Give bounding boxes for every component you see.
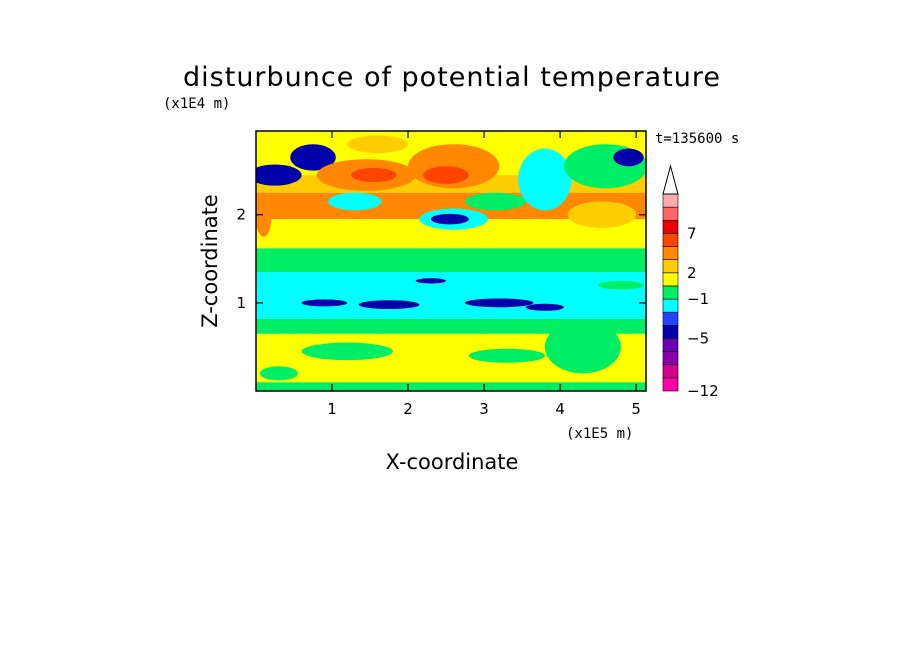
contour-cell [351, 168, 397, 183]
x-tick-label: 4 [555, 400, 565, 418]
contour-cell [468, 348, 545, 363]
contour-cell [430, 213, 469, 225]
contour-cell [465, 298, 534, 308]
contour-cell [415, 278, 447, 284]
time-label: t=135600 s [655, 131, 739, 147]
colorbar: 7 2 −1 −5 −12 [662, 164, 719, 400]
colorbar-swatch [662, 233, 679, 247]
colorbar-swatch [662, 285, 679, 300]
colorbar-swatch [662, 351, 679, 366]
contour-cell [544, 320, 621, 374]
x-axis-label: X-coordinate [386, 450, 519, 474]
y-scale-label: (x1E4 m) [163, 96, 230, 112]
contour-cell [423, 166, 469, 184]
contour-cell [256, 201, 272, 237]
contour-band [256, 382, 646, 391]
colorbar-swatch [662, 193, 679, 208]
colorbar-tick-label: −1 [687, 290, 709, 308]
x-tick-label: 5 [631, 400, 641, 418]
colorbar-swatch [662, 325, 679, 339]
contour-cell [256, 164, 302, 186]
colorbar-swatch [662, 219, 679, 234]
colorbar-swatch [662, 298, 679, 313]
y-tick-label: 2 [236, 206, 246, 224]
contour-cell [301, 299, 348, 307]
contour-cell [465, 192, 526, 211]
colorbar-swatch [662, 259, 679, 274]
colorbar-swatch [662, 377, 679, 392]
colorbar-extend-arrow [662, 164, 679, 195]
colorbar-swatch [662, 364, 679, 379]
contour-cell [259, 366, 298, 381]
contour-band [256, 272, 646, 319]
colorbar-swatch [662, 311, 679, 326]
colorbar-swatch [662, 206, 679, 221]
x-tick-label: 3 [479, 400, 489, 418]
colorbar-tick-label: −5 [687, 329, 709, 347]
contour-cell [518, 148, 572, 211]
contour-cell [290, 144, 336, 171]
plot-frame [255, 130, 647, 392]
contour-cell [328, 192, 382, 211]
contour-cell [347, 135, 409, 154]
contour-cell [301, 342, 393, 361]
colorbar-swatch [662, 246, 679, 260]
colorbar-swatch [662, 272, 679, 287]
y-tick-label: 1 [236, 294, 246, 312]
axis-ticks: 1 2 3 4 5 1 2 [236, 131, 646, 418]
contour-cell [598, 280, 644, 290]
colorbar-tick-label: −12 [687, 382, 719, 400]
contour-cell [567, 201, 637, 228]
contour-field [256, 131, 646, 391]
contour-cell [358, 300, 420, 310]
chart-title: disturbunce of potential temperature [183, 62, 721, 93]
contour-cell [525, 303, 564, 311]
y-axis-label: Z-coordinate [198, 194, 222, 328]
x-tick-label: 2 [403, 400, 413, 418]
contour-band [256, 318, 646, 334]
colorbar-tick-label: 2 [687, 264, 697, 282]
colorbar-swatch [662, 338, 679, 352]
contour-cell [613, 148, 644, 167]
contour-band [256, 248, 646, 273]
colorbar-tick-label: 7 [687, 224, 697, 242]
x-scale-label: (x1E5 m) [566, 426, 633, 442]
x-tick-label: 1 [327, 400, 337, 418]
